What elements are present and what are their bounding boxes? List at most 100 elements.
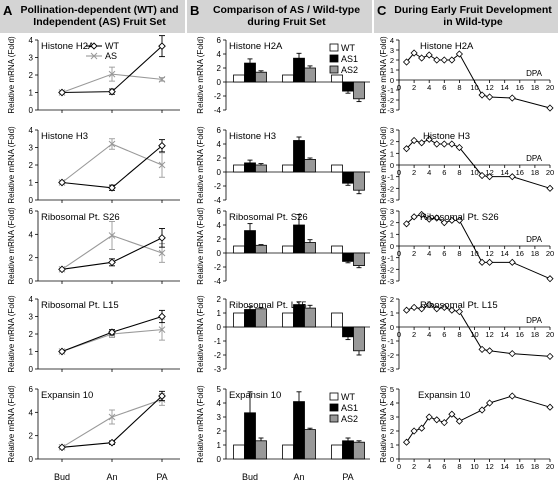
c-ytick-label-4-3: 3 (390, 413, 394, 422)
a-category-label-1: An (106, 472, 117, 482)
b-bar-2-AS1-2 (342, 252, 354, 262)
b-bar-2-AS1-1 (293, 224, 305, 254)
b-ylabel-4: Relative mRNA (Fold) (196, 385, 205, 463)
c-marker-2-2 (418, 210, 426, 219)
a-marker-3-WT-2 (158, 312, 166, 321)
c-xtick-label-2-18: 18 (531, 249, 539, 258)
c-marker-3-0 (402, 306, 411, 314)
b-bar-0-WT-2 (331, 74, 343, 83)
c-xtick-label-1-20: 20 (546, 168, 554, 177)
c-xtick-label-3-10: 10 (470, 330, 478, 339)
c-marker-0-10 (508, 94, 516, 102)
c-ytick-label-2-2: 2 (390, 219, 394, 228)
c-ytick-label-0--1: -1 (387, 86, 394, 95)
a-ytick-label-3-2: 2 (29, 330, 34, 339)
c-marker-2-0 (402, 220, 411, 228)
c-xtick-label-1-0: 0 (397, 168, 401, 177)
b-ytick-label-1-4: 4 (217, 140, 222, 149)
c-marker-1-1 (410, 136, 418, 145)
b-bar-4-WT-0 (233, 444, 245, 460)
c-xtick-label-1-2: 2 (412, 168, 416, 177)
c-xtick-label-1-6: 6 (442, 168, 446, 177)
b-bar-1-AS1-1 (293, 140, 305, 173)
c-marker-0-8 (478, 91, 486, 99)
b-ytick-label-0-0: 0 (217, 78, 222, 87)
b-category-label-2: PA (342, 472, 353, 482)
b-ytick-label-3-0: 0 (217, 323, 222, 332)
c-marker-0-9 (486, 93, 494, 101)
b-ytick-label-2-6: 6 (217, 207, 222, 216)
c-marker-3-7 (455, 308, 463, 316)
b-ytick-label-1-6: 6 (217, 126, 222, 135)
c-xtick-label-0-6: 6 (442, 83, 446, 92)
b-legend-swatch-0-AS2 (329, 65, 339, 74)
c-ytick-label-4-0: 0 (390, 455, 394, 464)
b-bar-1-AS2-1 (304, 158, 316, 173)
c-ytick-label-1-0: 0 (390, 161, 394, 170)
c-xtick-label-1-18: 18 (531, 168, 539, 177)
c-dpa-label-2: DPA (526, 235, 543, 244)
b-ytick-label-4-3: 3 (217, 413, 222, 422)
c-chart-title-0: Histone H2A (420, 41, 474, 52)
b-bar-1-AS2-2 (353, 171, 365, 191)
a-ytick-label-3-3: 3 (29, 313, 34, 322)
a-marker-2-AS-2-b (158, 249, 166, 257)
c-ytick-label-1-3: 3 (390, 126, 394, 135)
c-ytick-label-0--2: -2 (387, 96, 394, 105)
b-legend-swatch-0-WT (329, 43, 339, 52)
a-marker-0-AS-2-b (158, 76, 166, 83)
b-ytick-label-3--1: -1 (214, 337, 222, 346)
b-ytick-label-2-2: 2 (217, 235, 222, 244)
a-ytick-label-0-0: 0 (29, 106, 34, 115)
a-ytick-label-1-0: 0 (29, 196, 34, 205)
a-ylabel-3: Relative mRNA (Fold) (7, 295, 16, 373)
panel-b-title: Comparison of AS / Wild-type during Frui… (212, 4, 361, 28)
c-ytick-label-2--3: -3 (387, 277, 394, 286)
c-xtick-label-0-10: 10 (470, 83, 478, 92)
c-ytick-label-1--2: -2 (387, 184, 394, 193)
a-marker-4-WT-1 (108, 438, 116, 447)
panel-a-header: A Pollination-dependent (WT) and Indepen… (0, 0, 185, 33)
b-legend-swatch-4-AS2 (329, 414, 339, 423)
b-legend-swatch-4-AS1 (329, 403, 339, 412)
a-chart-title-3: Ribosomal Pt. L15 (41, 300, 119, 311)
c-xtick-label-1-8: 8 (457, 168, 461, 177)
b-bar-0-AS2-2 (353, 81, 365, 100)
c-xtick-label-4-16: 16 (516, 462, 524, 471)
a-marker-2-AS-1-b (108, 232, 116, 239)
c-marker-2-1 (410, 213, 418, 221)
c-ylabel-4: Relative mRNA (Fold) (379, 385, 388, 463)
c-marker-3-11 (546, 352, 554, 360)
b-bar-0-AS1-2 (342, 81, 354, 92)
c-chart-title-1: Histone H3 (423, 131, 470, 142)
a-marker-1-AS-1-b (108, 140, 116, 148)
c-ytick-label-3-1: 1 (390, 309, 394, 318)
a-ytick-label-3-0: 0 (29, 365, 34, 374)
c-marker-4-7 (455, 417, 463, 425)
c-marker-1-7 (455, 143, 463, 152)
c-xtick-label-2-2: 2 (412, 249, 416, 258)
c-marker-4-9 (486, 399, 494, 407)
c-xtick-label-3-6: 6 (442, 330, 446, 339)
c-marker-4-0 (402, 438, 411, 446)
c-series-line-0 (406, 52, 551, 109)
c-xtick-label-4-0: 0 (397, 462, 401, 471)
b-bar-3-AS1-0 (244, 309, 256, 328)
a-marker-3-AS-2-b (158, 326, 166, 333)
c-xtick-label-2-20: 20 (546, 249, 554, 258)
c-chart-title-2: Ribosomal Pt. S26 (420, 212, 499, 223)
c-marker-1-4 (433, 140, 441, 148)
c-ylabel-3: Relative mRNA (Fold) (379, 295, 388, 373)
b-bar-0-AS1-1 (293, 57, 305, 83)
b-ylabel-3: Relative mRNA (Fold) (196, 295, 205, 373)
b-ytick-label-4-1: 1 (217, 441, 222, 450)
a-ytick-label-4-2: 2 (29, 432, 34, 441)
c-xtick-label-0-0: 0 (397, 83, 401, 92)
c-ytick-label-1--1: -1 (387, 173, 394, 182)
b-bar-4-AS1-1 (293, 401, 305, 460)
b-ytick-label-4-2: 2 (217, 427, 222, 436)
b-bar-2-AS2-2 (353, 252, 365, 267)
c-ytick-label-3--1: -1 (387, 337, 394, 346)
c-marker-3-3 (425, 301, 433, 309)
b-bar-4-AS2-1 (304, 429, 316, 460)
